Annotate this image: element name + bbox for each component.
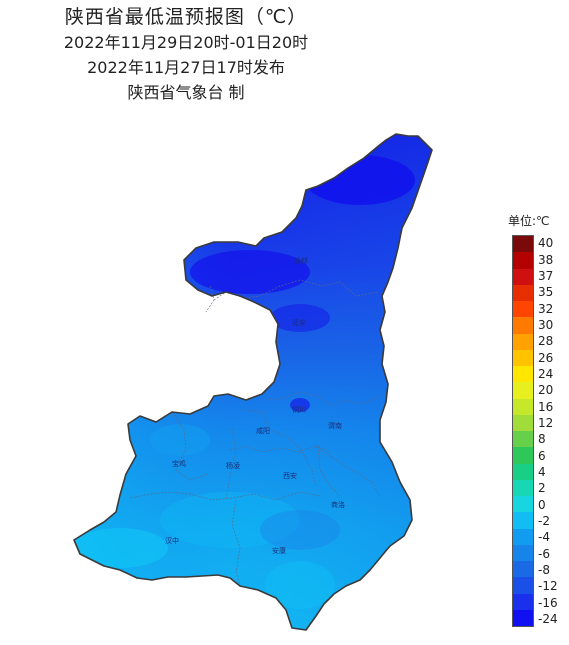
city-label-yulin: 榆林 bbox=[294, 256, 308, 265]
legend-swatch bbox=[513, 577, 533, 594]
legend-tick-label: -2 bbox=[538, 513, 550, 528]
legend-tick-label: -6 bbox=[538, 546, 550, 561]
city-label-hanzhong: 汉中 bbox=[165, 536, 179, 545]
legend-swatch bbox=[513, 284, 533, 301]
legend-tick-label: 26 bbox=[538, 350, 554, 365]
legend-swatch bbox=[513, 317, 533, 334]
issue-time: 2022年11月27日17时发布 bbox=[87, 58, 285, 77]
legend-swatch bbox=[513, 528, 533, 545]
legend-tick-label: -24 bbox=[538, 611, 558, 626]
legend-swatch bbox=[513, 349, 533, 366]
legend-swatch bbox=[513, 447, 533, 464]
legend-tick-label: 28 bbox=[538, 334, 554, 349]
city-label-yangling: 杨凌 bbox=[226, 461, 240, 470]
legend-color-bar bbox=[512, 235, 534, 627]
legend-swatch bbox=[513, 382, 533, 399]
city-label-ankang: 安康 bbox=[272, 546, 286, 555]
legend-tick-label: 20 bbox=[538, 383, 554, 398]
legend-swatch bbox=[513, 301, 533, 318]
forecast-period: 2022年11月29日20时-01日20时 bbox=[63, 33, 309, 52]
legend-swatch bbox=[513, 463, 533, 480]
legend-tick-label: 30 bbox=[538, 317, 554, 332]
legend-tick-label: -16 bbox=[538, 595, 558, 610]
city-boundaries bbox=[129, 279, 381, 587]
legend-tick-label: 6 bbox=[538, 448, 546, 463]
legend-tick-label: 2 bbox=[538, 481, 546, 496]
city-label-baoji: 宝鸡 bbox=[172, 459, 186, 468]
city-label-weinan: 渭南 bbox=[328, 421, 342, 430]
legend-swatch bbox=[513, 398, 533, 415]
city-label-xianyang: 咸阳 bbox=[256, 426, 270, 435]
legend-tick-label: 37 bbox=[538, 268, 554, 283]
legend-swatch bbox=[513, 366, 533, 383]
legend-swatch bbox=[513, 496, 533, 513]
legend-swatch bbox=[513, 512, 533, 529]
legend-swatch bbox=[513, 561, 533, 578]
legend-unit-label: 单位:℃ bbox=[508, 214, 550, 228]
legend-swatch bbox=[513, 593, 533, 610]
legend-tick-label: 4 bbox=[538, 464, 546, 479]
legend-swatch bbox=[513, 333, 533, 350]
legend-tick-labels: 40 38 37 35 32 30 28 26 24 20 16 12 8 6 4 2 0 -2 -4 -6 -8 -12… bbox=[538, 235, 569, 627]
legend-tick-label: 40 bbox=[538, 236, 554, 251]
legend-tick-label: 16 bbox=[538, 399, 554, 414]
legend-tick-label: -4 bbox=[538, 530, 550, 545]
legend-tick-label: 35 bbox=[538, 285, 554, 300]
legend-tick-label: -12 bbox=[538, 579, 558, 594]
legend-tick-label: 8 bbox=[538, 432, 546, 447]
city-label-shangluo: 商洛 bbox=[331, 500, 345, 509]
city-label-yanan: 延安 bbox=[292, 318, 306, 327]
legend-tick-label: 32 bbox=[538, 301, 554, 316]
legend-tick-label: 12 bbox=[538, 415, 554, 430]
legend-swatch bbox=[513, 414, 533, 431]
legend-tick-label: -8 bbox=[538, 562, 550, 577]
map-title: 陕西省最低温预报图（℃） bbox=[64, 6, 308, 28]
issuer: 陕西省气象台 制 bbox=[127, 83, 245, 102]
legend-tick-label: 38 bbox=[538, 252, 554, 267]
legend-swatch bbox=[513, 236, 533, 253]
legend-tick-label: 24 bbox=[538, 366, 554, 381]
legend-swatch bbox=[513, 609, 533, 626]
city-label-xian: 西安 bbox=[283, 471, 297, 480]
city-labels: 榆林 延安 铜川 渭南 宝鸡 咸阳 西安 商洛 汉中 安康 杨凌 bbox=[165, 256, 345, 555]
legend-swatch bbox=[513, 544, 533, 561]
city-label-tongchuan: 铜川 bbox=[292, 405, 306, 414]
legend-swatch bbox=[513, 479, 533, 496]
legend-swatch bbox=[513, 252, 533, 269]
map-title-block: 陕西省最低温预报图（℃） 2022年11月29日20时-01日20时 2022年… bbox=[0, 4, 372, 105]
legend-tick-label: 0 bbox=[538, 497, 546, 512]
shaanxi-outline bbox=[73, 133, 433, 631]
legend-swatch bbox=[513, 268, 533, 285]
legend-swatch bbox=[513, 431, 533, 448]
